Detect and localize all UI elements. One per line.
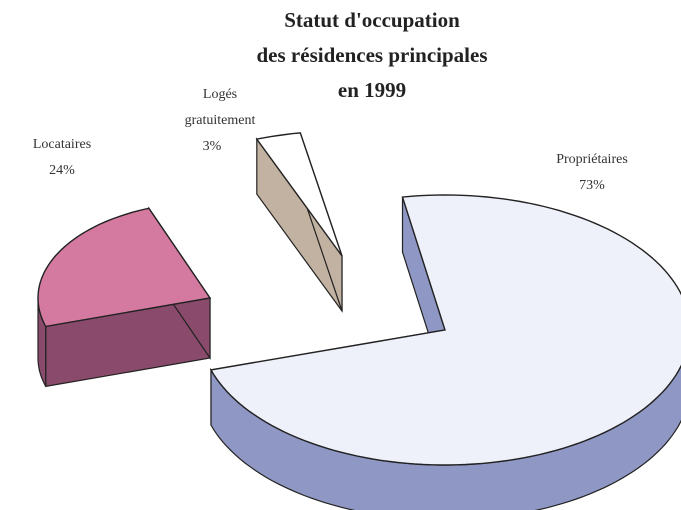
value-label: 24% (49, 163, 75, 178)
value-label: 3% (203, 139, 222, 154)
slice-top (37, 207, 212, 328)
chart-title: en 1999 (338, 78, 406, 102)
slice-label: Logés gratuitement (185, 87, 256, 128)
slice (37, 206, 212, 388)
value-label: 73% (579, 178, 605, 193)
slice-label: Propriétaires (556, 152, 628, 167)
chart-title: Statut d'occupation (284, 8, 460, 32)
chart-title: des résidences principales (257, 43, 488, 67)
slice (209, 194, 681, 510)
slice-label: Locataires (33, 137, 91, 152)
slice-top (209, 194, 681, 466)
slice (255, 132, 343, 313)
slice-top (255, 132, 343, 257)
